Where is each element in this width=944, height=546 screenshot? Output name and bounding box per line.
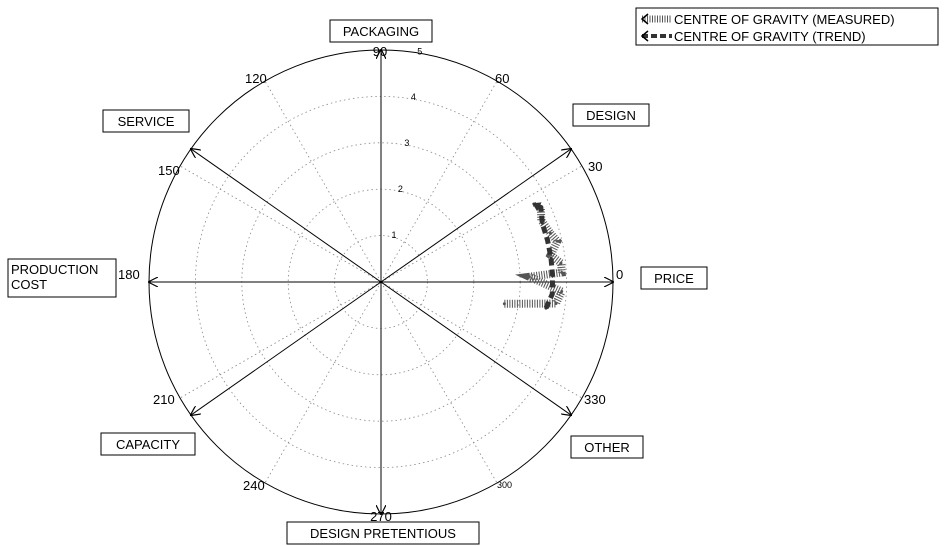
data-point xyxy=(560,289,564,293)
grid-spoke xyxy=(179,165,382,283)
grid-spoke xyxy=(380,80,498,283)
data-point xyxy=(539,205,543,209)
radial-tick-label: 5 xyxy=(417,46,422,56)
radial-tick-labels: 1 2 3 4 5 xyxy=(391,46,422,240)
axis-label-box xyxy=(570,435,644,459)
axis-label-text: PRODUCTION xyxy=(11,262,98,277)
axis-label-text: PACKAGING xyxy=(343,24,419,39)
axis-label-box xyxy=(572,103,650,127)
data-point xyxy=(550,292,554,296)
axis-design: DESIGN xyxy=(380,103,650,283)
data-point xyxy=(544,306,548,310)
angle-tick-label: 300 xyxy=(497,480,512,490)
angle-tick-label: 30 xyxy=(588,159,602,174)
axis-label-box xyxy=(286,521,480,545)
axis-label-text: PRICE xyxy=(654,271,694,286)
legend-label: CENTRE OF GRAVITY (MEASURED) xyxy=(674,12,895,27)
angle-tick-label: 330 xyxy=(584,392,606,407)
angle-tick-label: 60 xyxy=(495,71,509,86)
axis-label-box xyxy=(7,258,117,298)
data-point xyxy=(546,238,550,242)
data-series xyxy=(502,201,568,310)
axis-label-box xyxy=(329,19,433,43)
data-point xyxy=(548,231,552,235)
data-point xyxy=(527,275,531,279)
angle-tick-label: 180 xyxy=(118,267,140,282)
axis-service: SERVICE xyxy=(102,109,382,283)
data-point xyxy=(532,202,536,206)
axis-arrow xyxy=(191,149,382,283)
angle-tick-label: 210 xyxy=(153,392,175,407)
data-point xyxy=(554,301,558,305)
axis-label-text: OTHER xyxy=(584,440,630,455)
angle-tick-label: 0 xyxy=(616,267,623,282)
category-axes: PRICE DESIGN PACKAGING SERVICE PRODUCTIONCOS… xyxy=(7,19,708,545)
angle-tick-label: 120 xyxy=(245,71,267,86)
grid-spoke xyxy=(264,281,382,484)
axis-label-text: DESIGN xyxy=(586,108,636,123)
axis-other: OTHER xyxy=(380,281,644,459)
grid-spoke xyxy=(380,281,498,484)
legend-item: CENTRE OF GRAVITY (MEASURED) xyxy=(640,12,895,27)
angle-tick-label: 150 xyxy=(158,163,180,178)
angle-tick-label: 90 xyxy=(373,44,387,59)
legend-label: CENTRE OF GRAVITY (TREND) xyxy=(674,29,866,44)
axis-label-box xyxy=(640,266,708,290)
radial-tick-label: 2 xyxy=(398,184,403,194)
data-point xyxy=(540,221,544,225)
legend: CENTRE OF GRAVITY (MEASURED) CENTRE OF GR… xyxy=(635,7,939,46)
axis-label-text: COST xyxy=(11,277,47,292)
axis-label-text: SERVICE xyxy=(118,114,175,129)
axis-label-box xyxy=(102,109,190,133)
series-measured-line xyxy=(504,207,568,308)
legend-box xyxy=(635,7,939,46)
grid-spoke xyxy=(179,281,382,399)
data-point xyxy=(560,271,564,275)
axis-label-box xyxy=(100,432,196,456)
axis-arrow xyxy=(380,281,571,415)
axis-arrow xyxy=(191,281,382,415)
radial-tick-label: 3 xyxy=(404,138,409,148)
data-point xyxy=(555,239,559,243)
axis-packaging: PACKAGING xyxy=(329,19,433,282)
grid-spoke xyxy=(380,281,583,399)
series-trend-line xyxy=(532,201,556,310)
angle-tick-label: 240 xyxy=(243,478,265,493)
data-point xyxy=(502,302,506,306)
axis-capacity: CAPACITY xyxy=(100,281,382,456)
axis-label-text: DESIGN PRETENTIOUS xyxy=(310,526,456,541)
data-point xyxy=(551,274,555,278)
axis-price: PRICE xyxy=(381,266,708,290)
radial-tick-label: 4 xyxy=(411,92,416,102)
data-point xyxy=(559,261,563,265)
grid-spoke xyxy=(264,80,382,283)
angle-tick-labels: 0 30 60 90 120 150 180 210 240 270 300 330 xyxy=(118,44,623,524)
data-point xyxy=(549,256,553,260)
axis-arrow xyxy=(380,149,571,283)
angle-tick-label: 270 xyxy=(370,509,392,524)
radial-tick-label: 1 xyxy=(391,230,396,240)
axis-design-pretentious: DESIGN PRETENTIOUS xyxy=(286,282,480,545)
legend-item: CENTRE OF GRAVITY (TREND) xyxy=(640,29,866,44)
axis-label-text: CAPACITY xyxy=(116,437,180,452)
